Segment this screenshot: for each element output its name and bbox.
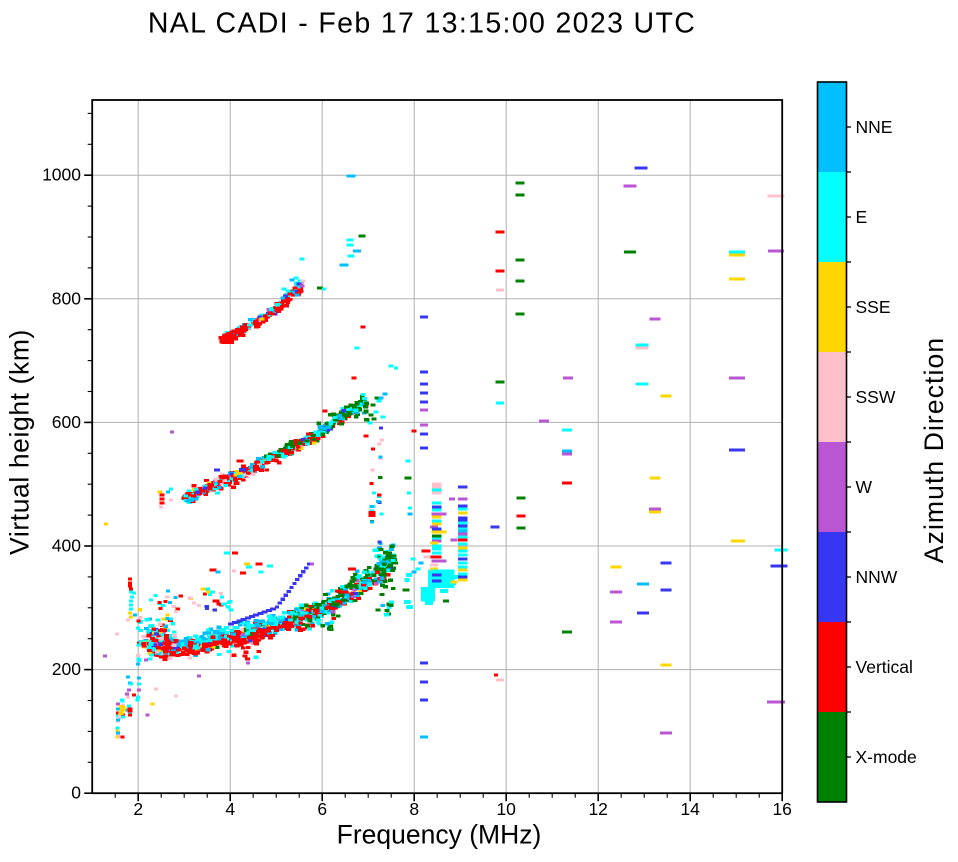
svg-text:Vertical: Vertical bbox=[856, 657, 913, 677]
svg-text:NNE: NNE bbox=[856, 117, 893, 137]
svg-text:8: 8 bbox=[409, 799, 419, 819]
svg-text:Virtual height (km): Virtual height (km) bbox=[5, 329, 35, 555]
svg-text:SSE: SSE bbox=[856, 297, 891, 317]
svg-text:400: 400 bbox=[52, 536, 81, 556]
svg-text:W: W bbox=[856, 477, 873, 497]
svg-text:12: 12 bbox=[588, 799, 607, 819]
svg-text:E: E bbox=[856, 207, 868, 227]
svg-text:X-mode: X-mode bbox=[856, 747, 917, 767]
svg-text:14: 14 bbox=[680, 799, 700, 819]
svg-text:SSW: SSW bbox=[856, 387, 896, 407]
svg-text:800: 800 bbox=[52, 288, 81, 308]
svg-text:Frequency (MHz): Frequency (MHz) bbox=[337, 820, 542, 850]
svg-text:16: 16 bbox=[772, 799, 791, 819]
svg-text:6: 6 bbox=[317, 799, 327, 819]
svg-text:Azimuth Direction: Azimuth Direction bbox=[919, 337, 949, 563]
svg-text:4: 4 bbox=[225, 799, 235, 819]
svg-text:200: 200 bbox=[52, 659, 81, 679]
svg-text:10: 10 bbox=[496, 799, 516, 819]
svg-text:2: 2 bbox=[133, 799, 143, 819]
svg-text:600: 600 bbox=[52, 412, 81, 432]
svg-text:0: 0 bbox=[71, 783, 81, 803]
svg-text:NNW: NNW bbox=[856, 567, 898, 587]
svg-text:NAL CADI - Feb 17 13:15:00 202: NAL CADI - Feb 17 13:15:00 2023 UTC bbox=[148, 7, 696, 39]
svg-text:1000: 1000 bbox=[42, 165, 81, 185]
